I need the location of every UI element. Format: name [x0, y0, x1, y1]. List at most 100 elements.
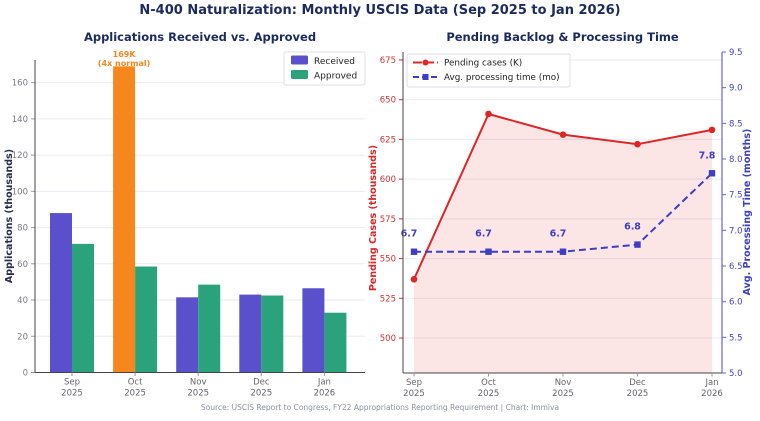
point-processing-nov-2025 [559, 248, 567, 255]
y-tick-label: 60 [17, 260, 28, 270]
y-tick-label: 675 [380, 56, 396, 66]
bar-approved-sep-2025 [72, 243, 94, 373]
legend-label: Received [314, 57, 355, 67]
x-tick-label: Sep [64, 378, 80, 388]
y-tick-label: 8.0 [729, 155, 743, 165]
bar-chart-title: Applications Received vs. Approved [83, 30, 317, 44]
y-tick-label: 575 [380, 215, 396, 225]
y-tick-label: 9.5 [729, 48, 743, 58]
x-tick-label: 2025 [478, 389, 500, 399]
point-processing-dec-2025 [634, 241, 641, 248]
y-tick-label: 120 [12, 151, 28, 161]
point-pending-oct-2025 [485, 110, 492, 118]
x-tick-label: Jan [704, 378, 718, 388]
x-tick-label: Oct [128, 378, 143, 388]
y-tick-label: 7.5 [729, 191, 743, 201]
bar-approved-nov-2025 [198, 284, 221, 373]
processing-time-value-label: 6.7 [550, 229, 567, 240]
processing-time-value-label: 6.8 [624, 222, 641, 233]
annotation-line: 169K [113, 50, 137, 59]
y-tick-label: 6.0 [729, 298, 743, 308]
source-footer: Source: USCIS Report to Congress, FY22 A… [200, 403, 560, 412]
x-tick-label: 2025 [61, 389, 83, 399]
y-tick-label: 20 [17, 332, 28, 342]
y-tick-label: 140 [12, 115, 28, 125]
pending-axis-label: Pending Cases (thousands) [368, 145, 379, 291]
y-tick-label: 500 [380, 334, 396, 344]
legend-box [406, 53, 571, 88]
annotation-line: (4x normal) [98, 59, 150, 68]
x-tick-label: 2025 [552, 389, 574, 399]
processing-axis-label: Avg. Processing Time (months) [742, 129, 753, 296]
bars [50, 66, 347, 373]
y-tick-label: 550 [380, 255, 396, 265]
y-tick-label: 9.0 [729, 84, 743, 94]
x-tick-label: Sep [406, 378, 422, 388]
y-tick-label: 525 [380, 294, 396, 304]
x-tick-label: Nov [190, 378, 207, 388]
bar-approved-jan-2026 [324, 312, 347, 373]
processing-time-value-label: 7.8 [699, 150, 716, 161]
bar-received-sep-2025 [50, 213, 72, 373]
bar-legend: Received Approved [283, 51, 366, 86]
x-tick-label: Oct [481, 378, 496, 388]
bar-received-jan-2026 [302, 288, 325, 373]
y-tick-label: 7.0 [729, 226, 743, 236]
point-processing-sep-2025 [410, 248, 418, 255]
x-tick-label: 2025 [627, 389, 649, 399]
highlight-annotation: 169K(4x normal) [98, 50, 150, 68]
x-tick-label: 2026 [314, 389, 336, 399]
y-tick-label: 160 [12, 79, 28, 89]
line-y-axis-left: 500 525 550 575 600 625 650 675 Pending Cases (t… [368, 56, 403, 344]
y-tick-label: 625 [380, 135, 396, 145]
legend-label: Pending cases (K) [444, 59, 522, 69]
y-tick-label: 5.0 [729, 369, 743, 379]
bar-approved-oct-2025 [135, 266, 158, 373]
x-tick-label: 2025 [403, 389, 425, 399]
x-tick-label: 2026 [701, 389, 723, 399]
processing-time-value-label: 6.7 [401, 229, 418, 240]
y-tick-label: 8.5 [729, 119, 743, 129]
point-pending-jan-2026 [708, 126, 716, 134]
bar-chart: 0 20 40 60 80 100 120 140 160 Applications (thous… [4, 50, 366, 399]
line-legend: Pending cases (K) Avg. processing time (m… [406, 53, 571, 88]
legend-swatch [291, 55, 308, 65]
y-tick-label: 600 [380, 175, 396, 185]
bar-received-nov-2025 [176, 297, 199, 373]
x-tick-label: Dec [253, 378, 270, 388]
y-tick-label: 0 [23, 369, 28, 379]
legend-label: Avg. processing time (mo) [444, 73, 560, 83]
bar-received-dec-2025 [239, 294, 262, 373]
processing-time-value-label: 6.7 [475, 229, 492, 240]
x-tick-label: 2025 [124, 389, 146, 399]
x-tick-label: Dec [629, 378, 646, 388]
x-tick-label: Jan [317, 378, 331, 388]
legend-swatch [291, 70, 308, 79]
y-tick-label: 6.5 [729, 262, 743, 272]
bar-approved-dec-2025 [261, 295, 284, 373]
line-chart-title: Pending Backlog & Processing Time [446, 30, 679, 44]
y-tick-label: 650 [380, 96, 396, 106]
x-tick-label: 2025 [250, 389, 272, 399]
bar-y-axis: 0 20 40 60 80 100 120 140 160 Applications (thous… [4, 79, 35, 379]
bar-y-axis-label: Applications (thousands) [4, 149, 15, 283]
bar-received-oct-2025 [113, 66, 136, 373]
figure-title: N-400 Naturalization: Monthly USCIS Data… [139, 3, 621, 18]
backlog-area-fill [414, 114, 712, 373]
x-tick-label: 2025 [187, 389, 209, 399]
point-pending-dec-2025 [634, 140, 641, 148]
legend-marker [422, 59, 429, 66]
legend-marker [422, 74, 429, 80]
point-processing-jan-2026 [708, 170, 716, 177]
line-chart: 6.7 6.7 6.7 6.8 7.8 500 525 550 575 600 625 650 675 P… [368, 48, 753, 399]
point-pending-nov-2025 [559, 131, 567, 138]
line-y-axis-right: 5.0 5.5 6.0 6.5 7.0 7.5 8.0 8.5 9.0 9.5 Avg. Proce… [722, 48, 753, 379]
y-tick-label: 5.5 [729, 333, 743, 343]
legend-label: Approved [314, 72, 357, 82]
y-tick-label: 80 [17, 224, 28, 234]
point-processing-oct-2025 [485, 248, 492, 255]
